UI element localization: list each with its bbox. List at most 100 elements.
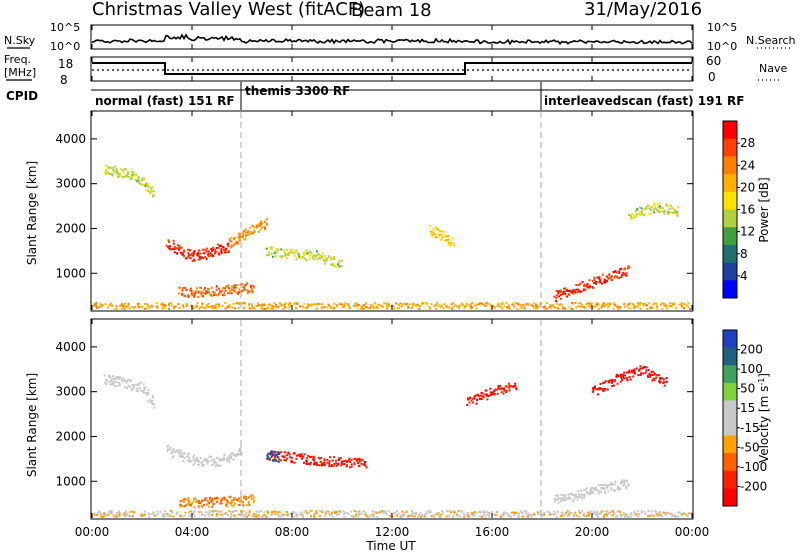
power-cell — [228, 303, 231, 306]
velocity-cell — [435, 513, 438, 516]
velocity-cell — [301, 515, 304, 518]
velocity-cell — [215, 514, 218, 517]
velocity-cell — [450, 511, 452, 514]
velocity-cell — [244, 513, 247, 516]
power-cell — [201, 248, 204, 251]
power-cell — [224, 302, 227, 304]
power-cell — [227, 250, 230, 253]
velocity-cell — [600, 487, 603, 490]
velocity-cell — [306, 457, 309, 460]
power-cell — [147, 185, 149, 188]
velocity-cell — [187, 515, 190, 518]
velocity-cell — [615, 373, 618, 376]
velocity-cell — [646, 374, 649, 377]
power-cell — [328, 304, 331, 307]
power-cell — [226, 306, 229, 309]
power-cell — [258, 304, 261, 307]
power-cell — [640, 207, 643, 210]
cpid-mode-normal: normal (fast) 151 RF — [95, 94, 235, 108]
power-cell — [454, 304, 457, 307]
power-ylabel: Slant Range [km] — [25, 161, 39, 265]
velocity-cell — [265, 515, 268, 518]
velocity-cell — [662, 378, 665, 381]
velocity-cell — [340, 464, 343, 467]
velocity-cell — [323, 459, 326, 462]
velocity-cell — [583, 496, 586, 499]
power-cell — [248, 304, 250, 307]
power-cell — [227, 242, 230, 245]
power-cell — [187, 248, 189, 251]
velocity-cell — [245, 511, 248, 514]
power-cell — [531, 304, 534, 307]
power-cell — [658, 202, 661, 205]
power-cell — [190, 254, 193, 257]
velocity-cell — [566, 515, 569, 517]
velocity-cell — [229, 502, 232, 505]
power-cell — [680, 302, 683, 305]
power-cell — [683, 307, 685, 310]
velocity-cell — [366, 515, 369, 518]
power-cell — [629, 307, 632, 310]
velocity-cell — [603, 513, 606, 516]
power-cell — [160, 303, 163, 306]
velocity-cell — [624, 514, 627, 517]
velocity-cell — [330, 511, 333, 514]
power-cell — [429, 307, 432, 310]
velocity-cell — [151, 399, 154, 402]
power-cell — [106, 168, 109, 171]
power-cell — [318, 302, 321, 305]
velocity-cell — [356, 458, 359, 461]
velocity-cell — [332, 464, 335, 467]
power-cell — [501, 303, 504, 306]
velocity-cell — [220, 498, 223, 501]
power-cell — [575, 306, 578, 309]
velocity-cell — [643, 511, 646, 514]
power-cell — [656, 210, 659, 213]
power-cell — [615, 305, 618, 308]
velocity-colorbar-label: Velocity [m s-1] — [757, 373, 771, 463]
power-cell — [335, 266, 338, 269]
power-cell — [586, 283, 589, 286]
power-cell — [196, 254, 199, 257]
colorbar-swatch — [723, 418, 737, 437]
velocity-cell — [100, 515, 103, 518]
velocity-cell — [471, 514, 474, 517]
power-cell — [141, 305, 144, 308]
power-cell — [388, 303, 390, 306]
velocity-cell — [336, 514, 338, 517]
velocity-cell — [350, 465, 353, 468]
power-cell — [119, 304, 122, 307]
velocity-cell — [395, 510, 398, 513]
velocity-cell — [228, 496, 231, 499]
velocity-cell — [335, 464, 338, 467]
velocity-cell — [647, 514, 649, 517]
velocity-cell — [639, 365, 642, 368]
velocity-cell — [458, 515, 461, 518]
power-cell — [131, 177, 134, 180]
power-cell — [127, 171, 130, 174]
power-cell — [221, 294, 224, 297]
power-cell — [588, 286, 591, 289]
power-cell — [165, 244, 168, 247]
velocity-cell — [369, 515, 372, 518]
power-cell — [285, 257, 288, 260]
power-cell — [112, 168, 115, 171]
power-cell — [119, 174, 122, 177]
velocity-cell — [572, 499, 574, 502]
power-cell — [428, 224, 431, 227]
power-cell — [234, 307, 237, 310]
velocity-cell — [205, 511, 208, 514]
velocity-cell — [606, 388, 609, 391]
velocity-cell — [224, 512, 227, 515]
velocity-cell — [188, 510, 191, 513]
velocity-cell — [169, 446, 172, 449]
power-cell — [624, 273, 627, 276]
power-cell — [146, 303, 149, 306]
velocity-cell — [111, 382, 114, 385]
power-cell — [116, 170, 118, 173]
power-cell — [238, 291, 240, 294]
velocity-cell — [553, 510, 556, 513]
velocity-cell — [447, 515, 450, 518]
velocity-cell — [651, 370, 654, 373]
velocity-cell — [117, 376, 120, 379]
